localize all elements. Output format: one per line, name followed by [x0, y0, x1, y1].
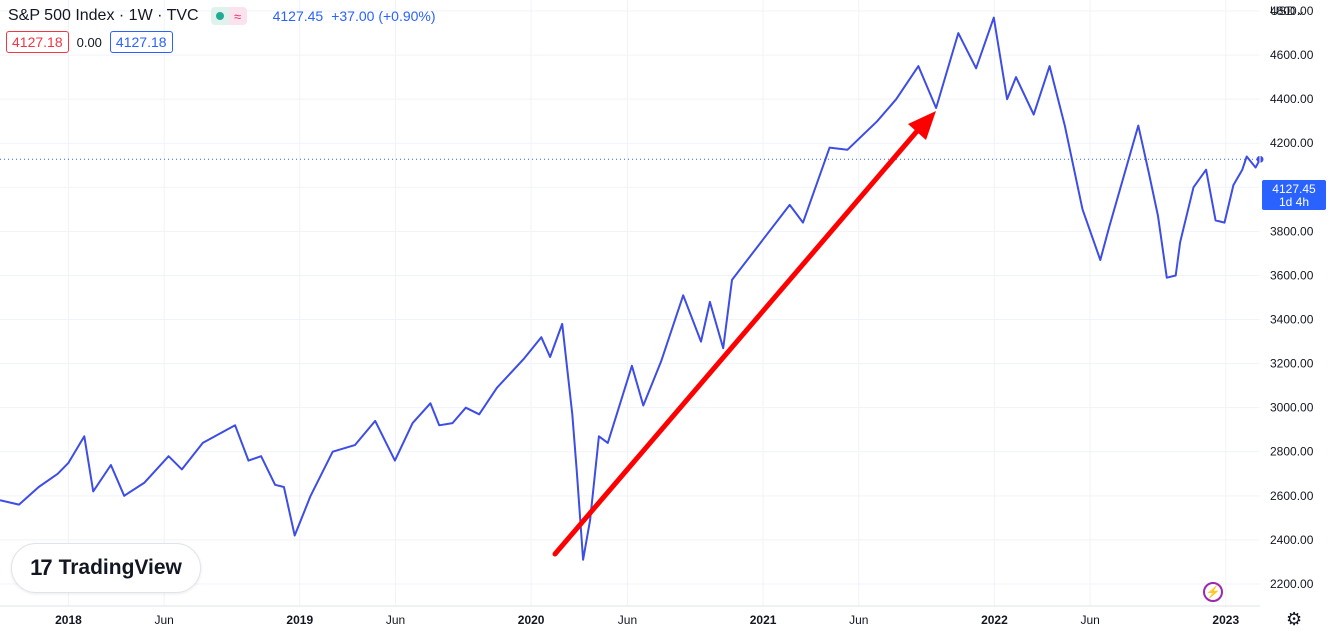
lightning-icon[interactable]: ⚡ [1203, 582, 1223, 602]
trend-arrow[interactable] [552, 111, 936, 557]
y-tick-label: 3800.00 [1270, 224, 1314, 238]
y-tick-label: 2600.00 [1270, 489, 1314, 503]
y-tick-label: 4400.00 [1270, 92, 1314, 106]
x-tick-label: 2023 [1212, 613, 1239, 627]
bid-ask-row: 4127.18 0.00 4127.18 [6, 31, 173, 53]
legend-change: +37.00 (+0.90%) [331, 8, 436, 24]
chart-grid [0, 0, 1260, 606]
price-tag: 4127.45 1d 4h [1262, 180, 1326, 210]
buy-price-box[interactable]: 4127.18 [109, 31, 173, 53]
y-tick-label: 3200.00 [1270, 357, 1314, 371]
price-series-line [0, 16, 1261, 561]
y-tick-label: 3600.00 [1270, 268, 1314, 282]
tradingview-logo[interactable]: 17 TradingView [11, 543, 201, 593]
y-tick-label: 2200.00 [1270, 577, 1314, 591]
market-open-icon [210, 7, 229, 25]
y-tick-label: 4800.00 [1270, 4, 1314, 18]
y-tick-label: 3400.00 [1270, 313, 1314, 327]
tradingview-mark-icon: 17 [30, 555, 53, 580]
legend-price: 4127.45 [272, 8, 324, 24]
y-tick-label: 4600.00 [1270, 48, 1314, 62]
sell-price-box[interactable]: 4127.18 [6, 31, 69, 53]
x-tick-label: 2022 [981, 613, 1008, 627]
x-tick-label: 2019 [286, 613, 313, 627]
market-status[interactable]: ≈ [207, 7, 251, 25]
y-tick-label: 2800.00 [1270, 445, 1314, 459]
symbol-title[interactable]: S&P 500 Index · 1W · TVC [8, 7, 199, 24]
x-tick-label: Jun [618, 613, 637, 627]
spread-value: 0.00 [76, 34, 102, 50]
x-tick-label: Jun [1080, 613, 1099, 627]
time-axis[interactable]: 2018 Jun 2019 Jun 2020 Jun 2021 Jun 2022 Jun 2023 [55, 613, 1239, 627]
y-tick-label: 3000.00 [1270, 401, 1314, 415]
y-tick-label: 4200.00 [1270, 136, 1314, 150]
chevron-down-icon: ⌄ [1295, 4, 1306, 18]
currency-selector[interactable]: USD⌄ [1270, 4, 1305, 18]
data-delay-icon: ≈ [228, 7, 247, 25]
price-axis[interactable]: 2200.00 2400.00 2600.00 2800.00 3000.00 3200.… [1270, 4, 1314, 591]
x-tick-label: 2020 [518, 613, 545, 627]
x-tick-label: Jun [154, 613, 173, 627]
currency-label: USD [1270, 4, 1296, 18]
symbol-legend[interactable]: S&P 500 Index · 1W · TVC ≈ 4127.45 +37.0… [8, 5, 436, 27]
x-tick-label: Jun [386, 613, 405, 627]
x-tick-label: Jun [849, 613, 868, 627]
x-tick-label: 2021 [750, 613, 777, 627]
x-tick-label: 2018 [55, 613, 82, 627]
y-tick-label: 2400.00 [1270, 533, 1314, 547]
price-tag-countdown: 1d 4h [1279, 195, 1309, 209]
price-tag-value: 4127.45 [1272, 182, 1316, 196]
logo-text: TradingView [58, 556, 182, 579]
gear-icon[interactable]: ⚙ [1286, 609, 1303, 629]
